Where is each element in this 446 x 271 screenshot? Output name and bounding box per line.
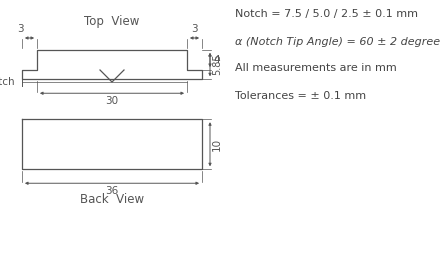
Text: 10: 10 (212, 138, 222, 151)
Text: 30: 30 (105, 96, 119, 106)
Text: 3: 3 (17, 24, 24, 34)
Text: 4: 4 (213, 55, 219, 65)
Text: Back  View: Back View (80, 193, 144, 206)
Text: Notch: Notch (0, 77, 15, 87)
Text: 36: 36 (105, 186, 119, 196)
Text: All measurements are in mm: All measurements are in mm (235, 63, 397, 73)
Text: 3: 3 (191, 24, 198, 34)
Text: α (Notch Tip Angle) = 60 ± 2 degree: α (Notch Tip Angle) = 60 ± 2 degree (235, 37, 440, 47)
Text: 5.85: 5.85 (212, 54, 222, 75)
Text: Top  View: Top View (84, 15, 140, 28)
Text: Tolerances = ± 0.1 mm: Tolerances = ± 0.1 mm (235, 91, 366, 101)
Text: Notch = 7.5 / 5.0 / 2.5 ± 0.1 mm: Notch = 7.5 / 5.0 / 2.5 ± 0.1 mm (235, 9, 418, 19)
